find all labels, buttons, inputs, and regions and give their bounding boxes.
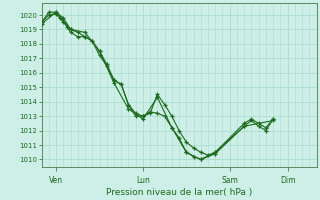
X-axis label: Pression niveau de la mer( hPa ): Pression niveau de la mer( hPa ) [106,188,252,197]
